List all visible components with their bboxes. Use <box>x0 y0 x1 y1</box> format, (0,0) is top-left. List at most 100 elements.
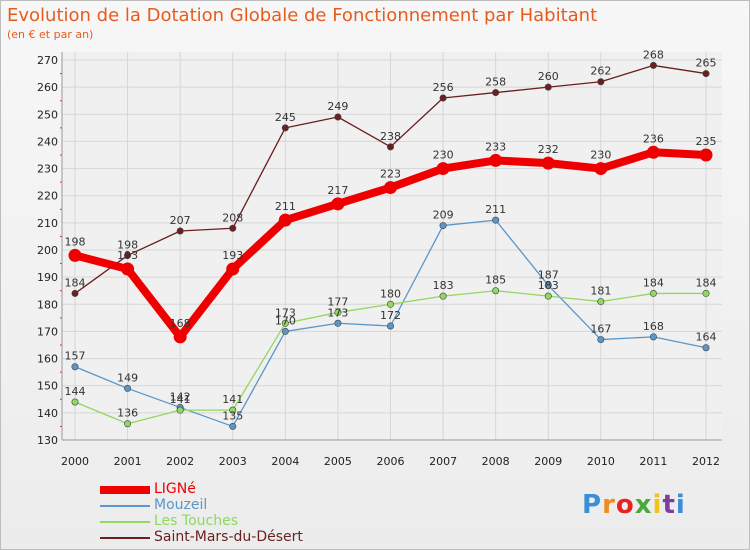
x-tick-label: 2009 <box>534 455 562 468</box>
x-tick-label: 2002 <box>166 455 194 468</box>
data-point <box>384 181 397 195</box>
data-point <box>334 308 342 316</box>
data-label: 268 <box>643 48 664 61</box>
x-tick-label: 2010 <box>587 455 615 468</box>
data-point <box>281 124 289 132</box>
legend-item: Saint-Mars-du-Désert <box>100 529 420 546</box>
data-label: 245 <box>275 111 296 124</box>
data-point <box>173 330 187 344</box>
legend-item: Les Touches <box>100 513 420 530</box>
grid <box>62 52 722 441</box>
legend-swatch <box>100 505 150 507</box>
data-label: 185 <box>485 274 506 287</box>
y-tick-label: 230 <box>37 163 58 176</box>
data-point <box>334 319 342 327</box>
data-label: 164 <box>696 331 717 344</box>
series-lign- <box>68 145 713 344</box>
data-point <box>386 143 394 151</box>
legend-swatch <box>100 521 150 523</box>
data-label: 260 <box>538 70 559 83</box>
data-label: 180 <box>380 287 401 300</box>
data-label: 230 <box>433 149 454 162</box>
data-label: 238 <box>380 130 401 143</box>
data-label: 141 <box>222 393 243 406</box>
x-tick-label: 2007 <box>429 455 457 468</box>
data-label: 144 <box>65 385 86 398</box>
data-label: 184 <box>65 276 86 289</box>
y-tick-label: 250 <box>37 108 58 121</box>
data-label: 235 <box>696 135 717 148</box>
data-point <box>594 162 608 176</box>
data-point <box>649 61 657 69</box>
data-label: 187 <box>538 268 559 281</box>
data-label: 167 <box>590 323 611 336</box>
data-point <box>229 406 237 414</box>
data-point <box>124 384 132 392</box>
logo-letter: i <box>675 490 686 520</box>
data-point <box>544 292 552 300</box>
data-label: 265 <box>696 57 717 70</box>
y-tick-label: 170 <box>37 325 58 338</box>
data-label: 233 <box>485 140 506 153</box>
data-label: 262 <box>590 65 611 78</box>
y-tick-label: 220 <box>37 190 58 203</box>
y-tick-label: 180 <box>37 298 58 311</box>
chart-title: Evolution de la Dotation Globale de Fonc… <box>7 5 598 26</box>
data-label: 209 <box>433 209 454 222</box>
legend: LIGNé Mouzeil Les Touches Saint-Mars-du-Dés… <box>100 481 420 546</box>
data-point <box>439 94 447 102</box>
logo-letter: t <box>662 490 676 520</box>
data-label: 168 <box>643 320 664 333</box>
x-tick-label: 2006 <box>377 455 405 468</box>
x-tick-label: 2001 <box>114 455 142 468</box>
chart-subtitle: (en € et par an) <box>7 28 94 41</box>
data-point <box>649 333 657 341</box>
data-label: 207 <box>170 214 191 227</box>
series-group <box>68 61 713 430</box>
data-label: 173 <box>327 306 348 319</box>
data-label: 198 <box>65 235 86 248</box>
data-label: 177 <box>327 295 348 308</box>
data-point <box>71 363 79 371</box>
y-tick-label: 190 <box>37 271 58 284</box>
data-label: 208 <box>222 211 243 224</box>
data-label: 256 <box>433 81 454 94</box>
data-label: 149 <box>117 371 138 384</box>
legend-swatch <box>100 537 150 539</box>
legend-label: Mouzeil <box>154 497 208 513</box>
data-point <box>544 83 552 91</box>
data-point <box>124 251 132 259</box>
y-tick-label: 210 <box>37 217 58 230</box>
data-point <box>229 224 237 232</box>
logo-letter: P <box>582 490 603 520</box>
data-label: 211 <box>275 200 296 213</box>
legend-swatch <box>100 486 150 494</box>
data-point <box>71 289 79 297</box>
y-tick-label: 260 <box>37 81 58 94</box>
data-point <box>597 336 605 344</box>
data-point <box>597 298 605 306</box>
data-point <box>492 287 500 295</box>
data-label: 142 <box>170 390 191 403</box>
data-point <box>68 248 82 262</box>
data-point <box>541 156 555 170</box>
data-point <box>544 281 552 289</box>
data-point <box>229 422 237 430</box>
data-point <box>226 262 240 276</box>
data-point <box>439 222 447 230</box>
data-point <box>436 162 450 176</box>
y-tick-label: 240 <box>37 135 58 148</box>
axes: 130 140 150 160 170 180 190 200 210 220 230 240 250 2… <box>37 52 722 468</box>
data-point <box>492 89 500 97</box>
data-point <box>489 153 503 167</box>
data-point <box>649 289 657 297</box>
legend-label: Saint-Mars-du-Désert <box>154 529 303 545</box>
data-point <box>597 78 605 86</box>
logo-letter: o <box>615 490 635 520</box>
data-label: 172 <box>380 309 401 322</box>
data-point <box>646 145 660 159</box>
y-tick-label: 270 <box>37 54 58 67</box>
plot-area <box>62 52 722 440</box>
data-point <box>386 300 394 308</box>
